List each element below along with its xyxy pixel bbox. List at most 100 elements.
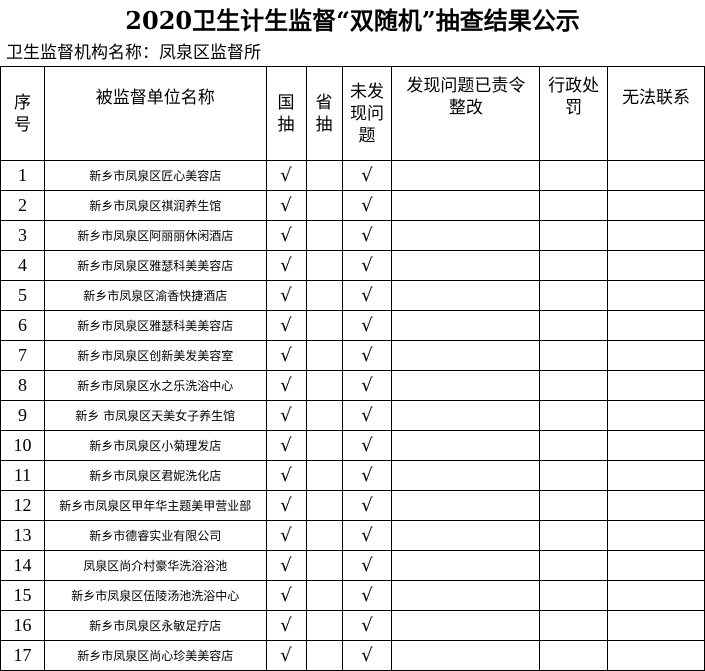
- penalty-cell: [539, 160, 609, 191]
- no-problem-check: √: [341, 580, 393, 611]
- rectified-cell: [391, 430, 541, 461]
- provincial-cell: [305, 580, 343, 611]
- provincial-cell: [305, 250, 343, 281]
- national-check: √: [265, 370, 307, 401]
- unreachable-cell: [607, 580, 705, 611]
- unit-name: 新乡市凤泉区雅瑟科美美容店: [43, 310, 267, 341]
- header-national: 国抽: [265, 66, 307, 161]
- header-rectified: 发现问题已责令整改: [391, 66, 541, 161]
- rectified-cell: [391, 580, 541, 611]
- header-name: 被监督单位名称: [43, 66, 267, 161]
- table-row: 16 新乡市凤泉区永敏足疗店 √ √: [0, 610, 705, 641]
- no-problem-check: √: [341, 160, 393, 191]
- national-check: √: [265, 550, 307, 581]
- row-number: 6: [0, 310, 45, 341]
- national-check: √: [265, 490, 307, 521]
- penalty-cell: [539, 430, 609, 461]
- unit-name: 新乡市凤泉区甲年华主题美甲营业部: [43, 490, 267, 521]
- unreachable-cell: [607, 400, 705, 431]
- rectified-cell: [391, 370, 541, 401]
- provincial-cell: [305, 340, 343, 371]
- row-number: 13: [0, 520, 45, 551]
- unit-name: 凤泉区尚介村豪华洗浴浴池: [43, 550, 267, 581]
- no-problem-check: √: [341, 490, 393, 521]
- row-number: 4: [0, 250, 45, 281]
- unit-name: 新乡市凤泉区君妮洗化店: [43, 460, 267, 491]
- national-check: √: [265, 640, 307, 671]
- row-number: 15: [0, 580, 45, 611]
- table-row: 12 新乡市凤泉区甲年华主题美甲营业部 √ √: [0, 490, 705, 521]
- provincial-cell: [305, 370, 343, 401]
- table-row: 4 新乡市凤泉区雅瑟科美美容店 √ √: [0, 250, 705, 281]
- rectified-cell: [391, 610, 541, 641]
- no-problem-check: √: [341, 280, 393, 311]
- no-problem-check: √: [341, 250, 393, 281]
- rectified-cell: [391, 340, 541, 371]
- row-number: 7: [0, 340, 45, 371]
- national-check: √: [265, 460, 307, 491]
- row-number: 3: [0, 220, 45, 251]
- rectified-cell: [391, 550, 541, 581]
- no-problem-check: √: [341, 190, 393, 221]
- provincial-cell: [305, 640, 343, 671]
- penalty-cell: [539, 550, 609, 581]
- no-problem-check: √: [341, 550, 393, 581]
- page-title: 2020卫生计生监督“双随机”抽查结果公示: [125, 6, 580, 35]
- row-number: 11: [0, 460, 45, 491]
- table-row: 15 新乡市凤泉区伍陵汤池洗浴中心 √ √: [0, 580, 705, 611]
- penalty-cell: [539, 460, 609, 491]
- rectified-cell: [391, 250, 541, 281]
- unit-name: 新乡市凤泉区创新美发美容室: [43, 340, 267, 371]
- rectified-cell: [391, 640, 541, 671]
- penalty-cell: [539, 520, 609, 551]
- national-check: √: [265, 400, 307, 431]
- table-row: 10 新乡市凤泉区小菊理发店 √ √: [0, 430, 705, 461]
- unit-name: 新乡市凤泉区尚心珍美美容店: [43, 640, 267, 671]
- unit-name: 新乡 市凤泉区天美女子养生馆: [43, 400, 267, 431]
- unreachable-cell: [607, 550, 705, 581]
- provincial-cell: [305, 190, 343, 221]
- header-penalty: 行政处罚: [539, 66, 609, 161]
- provincial-cell: [305, 610, 343, 641]
- penalty-cell: [539, 490, 609, 521]
- unit-name: 新乡市凤泉区伍陵汤池洗浴中心: [43, 580, 267, 611]
- unreachable-cell: [607, 310, 705, 341]
- provincial-cell: [305, 490, 343, 521]
- row-number: 8: [0, 370, 45, 401]
- table-row: 13 新乡市德睿实业有限公司 √ √: [0, 520, 705, 551]
- unreachable-cell: [607, 250, 705, 281]
- table-row: 7 新乡市凤泉区创新美发美容室 √ √: [0, 340, 705, 371]
- national-check: √: [265, 220, 307, 251]
- header-no-problem: 未发现问题: [341, 66, 393, 161]
- table-row: 1 新乡市凤泉区匠心美容店 √ √: [0, 160, 705, 191]
- unreachable-cell: [607, 520, 705, 551]
- no-problem-check: √: [341, 610, 393, 641]
- national-check: √: [265, 340, 307, 371]
- rectified-cell: [391, 160, 541, 191]
- rectified-cell: [391, 190, 541, 221]
- national-check: √: [265, 160, 307, 191]
- unit-name: 新乡市凤泉区小菊理发店: [43, 430, 267, 461]
- national-check: √: [265, 520, 307, 551]
- provincial-cell: [305, 430, 343, 461]
- provincial-cell: [305, 400, 343, 431]
- provincial-cell: [305, 280, 343, 311]
- row-number: 14: [0, 550, 45, 581]
- header-no: 序号: [0, 66, 45, 161]
- penalty-cell: [539, 610, 609, 641]
- penalty-cell: [539, 220, 609, 251]
- row-number: 1: [0, 160, 45, 191]
- organization-name: 卫生监督机构名称：凤泉区监督所: [6, 43, 261, 63]
- provincial-cell: [305, 220, 343, 251]
- penalty-cell: [539, 310, 609, 341]
- table-row: 11 新乡市凤泉区君妮洗化店 √ √: [0, 460, 705, 491]
- unreachable-cell: [607, 460, 705, 491]
- unreachable-cell: [607, 220, 705, 251]
- header-unreachable: 无法联系: [607, 66, 705, 161]
- unreachable-cell: [607, 280, 705, 311]
- unreachable-cell: [607, 640, 705, 671]
- row-number: 17: [0, 640, 45, 671]
- unit-name: 新乡市凤泉区祺润养生馆: [43, 190, 267, 221]
- national-check: √: [265, 280, 307, 311]
- unit-name: 新乡市凤泉区水之乐洗浴中心: [43, 370, 267, 401]
